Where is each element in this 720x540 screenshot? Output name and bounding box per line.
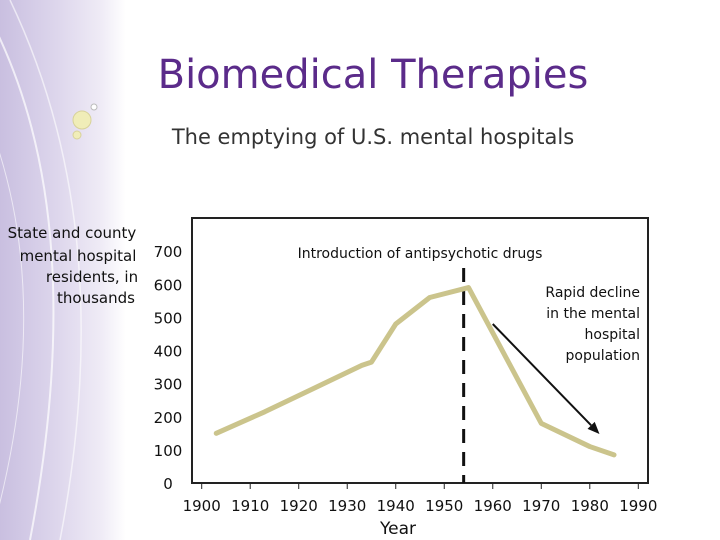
decline-label-line-4: population bbox=[566, 348, 641, 364]
y-tick-label: 100 bbox=[154, 442, 183, 460]
decorative-side-band bbox=[0, 0, 126, 540]
y-axis-label-line-4: thousands bbox=[57, 289, 135, 307]
data-point bbox=[369, 360, 374, 365]
series-points bbox=[214, 285, 617, 457]
y-tick-labels: 0 100 200 300 400 500 600 700 bbox=[154, 243, 183, 493]
decline-arrow-head bbox=[587, 421, 600, 434]
y-axis-label: State and county mental hospital residen… bbox=[8, 224, 138, 307]
x-tick-marks bbox=[201, 483, 639, 489]
y-axis-label-line-1: State and county bbox=[8, 224, 137, 242]
decline-arrow-line bbox=[492, 323, 592, 427]
decline-label-line-2: in the mental bbox=[546, 306, 640, 322]
y-axis-label-line-3: residents, in bbox=[46, 268, 138, 286]
antipsychotic-label: Introduction of antipsychotic drugs bbox=[298, 246, 543, 262]
data-point bbox=[262, 409, 267, 414]
x-tick-label: 1980 bbox=[571, 497, 609, 515]
decline-label: Rapid decline in the mental hospital pop… bbox=[545, 285, 640, 364]
data-point bbox=[612, 452, 617, 457]
y-tick-label: 500 bbox=[154, 309, 183, 327]
y-tick-label: 0 bbox=[163, 475, 173, 493]
data-point bbox=[539, 421, 544, 426]
data-point bbox=[466, 285, 471, 290]
slide-title: Biomedical Therapies bbox=[157, 52, 589, 98]
decorative-curves bbox=[0, 0, 82, 540]
x-tick-label: 1920 bbox=[280, 497, 318, 515]
data-point bbox=[587, 444, 592, 449]
y-tick-label: 400 bbox=[154, 343, 183, 361]
slide-subtitle: The emptying of U.S. mental hospitals bbox=[171, 125, 575, 149]
x-tick-label: 1950 bbox=[425, 497, 463, 515]
decline-arrow bbox=[492, 323, 600, 434]
y-tick-label: 600 bbox=[154, 276, 183, 294]
data-point bbox=[359, 363, 364, 368]
x-tick-label: 1970 bbox=[522, 497, 560, 515]
data-point bbox=[427, 295, 432, 300]
x-tick-label: 1900 bbox=[183, 497, 221, 515]
x-tick-label: 1990 bbox=[619, 497, 657, 515]
x-axis-label: Year bbox=[379, 519, 416, 539]
y-tick-label: 700 bbox=[154, 243, 183, 261]
y-tick-label: 300 bbox=[154, 376, 183, 394]
decline-label-line-3: hospital bbox=[585, 327, 640, 343]
data-point bbox=[393, 322, 398, 326]
data-point bbox=[214, 431, 219, 436]
y-tick-label: 200 bbox=[154, 409, 183, 427]
x-tick-labels: 1900 1910 1920 1930 1940 1950 1960 1970 1980 1990 bbox=[183, 497, 658, 515]
decline-label-line-1: Rapid decline bbox=[545, 285, 640, 301]
x-tick-label: 1940 bbox=[377, 497, 415, 515]
data-point bbox=[311, 386, 316, 391]
x-tick-label: 1960 bbox=[474, 497, 512, 515]
x-tick-label: 1910 bbox=[231, 497, 269, 515]
y-axis-label-line-2: mental hospital bbox=[20, 247, 137, 265]
x-tick-label: 1930 bbox=[328, 497, 366, 515]
